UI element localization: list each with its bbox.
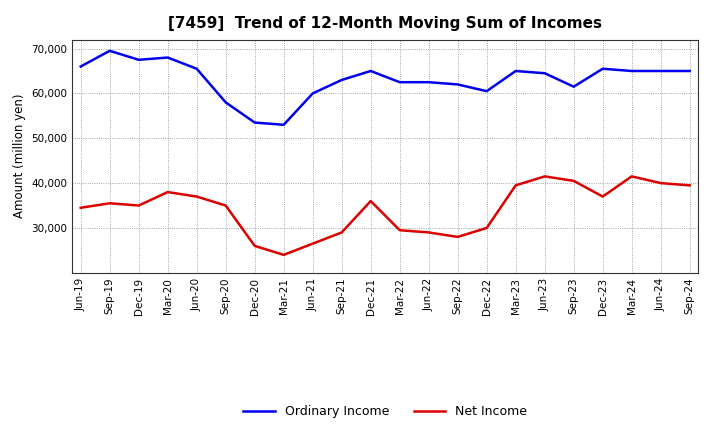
Net Income — [541, 174, 549, 179]
Legend: Ordinary Income, Net Income: Ordinary Income, Net Income — [238, 400, 532, 423]
Net Income — [221, 203, 230, 208]
Net Income — [308, 241, 317, 246]
Ordinary Income — [511, 68, 520, 73]
Line: Net Income: Net Income — [81, 176, 690, 255]
Ordinary Income — [105, 48, 114, 53]
Net Income — [338, 230, 346, 235]
Net Income — [685, 183, 694, 188]
Net Income — [135, 203, 143, 208]
Net Income — [395, 227, 404, 233]
Line: Ordinary Income: Ordinary Income — [81, 51, 690, 125]
Ordinary Income — [395, 80, 404, 85]
Net Income — [163, 190, 172, 195]
Net Income — [627, 174, 636, 179]
Ordinary Income — [657, 68, 665, 73]
Ordinary Income — [454, 82, 462, 87]
Net Income — [279, 252, 288, 257]
Net Income — [657, 180, 665, 186]
Net Income — [511, 183, 520, 188]
Ordinary Income — [308, 91, 317, 96]
Ordinary Income — [366, 68, 375, 73]
Ordinary Income — [251, 120, 259, 125]
Ordinary Income — [685, 68, 694, 73]
Ordinary Income — [279, 122, 288, 128]
Net Income — [482, 225, 491, 231]
Net Income — [570, 178, 578, 183]
Ordinary Income — [338, 77, 346, 83]
Net Income — [105, 201, 114, 206]
Ordinary Income — [221, 100, 230, 105]
Net Income — [251, 243, 259, 249]
Net Income — [424, 230, 433, 235]
Ordinary Income — [135, 57, 143, 62]
Ordinary Income — [627, 68, 636, 73]
Ordinary Income — [76, 64, 85, 69]
Ordinary Income — [424, 80, 433, 85]
Ordinary Income — [163, 55, 172, 60]
Ordinary Income — [598, 66, 607, 71]
Net Income — [454, 234, 462, 239]
Net Income — [366, 198, 375, 204]
Ordinary Income — [570, 84, 578, 89]
Ordinary Income — [482, 88, 491, 94]
Ordinary Income — [192, 66, 201, 71]
Title: [7459]  Trend of 12-Month Moving Sum of Incomes: [7459] Trend of 12-Month Moving Sum of I… — [168, 16, 602, 32]
Y-axis label: Amount (million yen): Amount (million yen) — [12, 94, 26, 218]
Net Income — [598, 194, 607, 199]
Net Income — [192, 194, 201, 199]
Ordinary Income — [541, 70, 549, 76]
Net Income — [76, 205, 85, 210]
